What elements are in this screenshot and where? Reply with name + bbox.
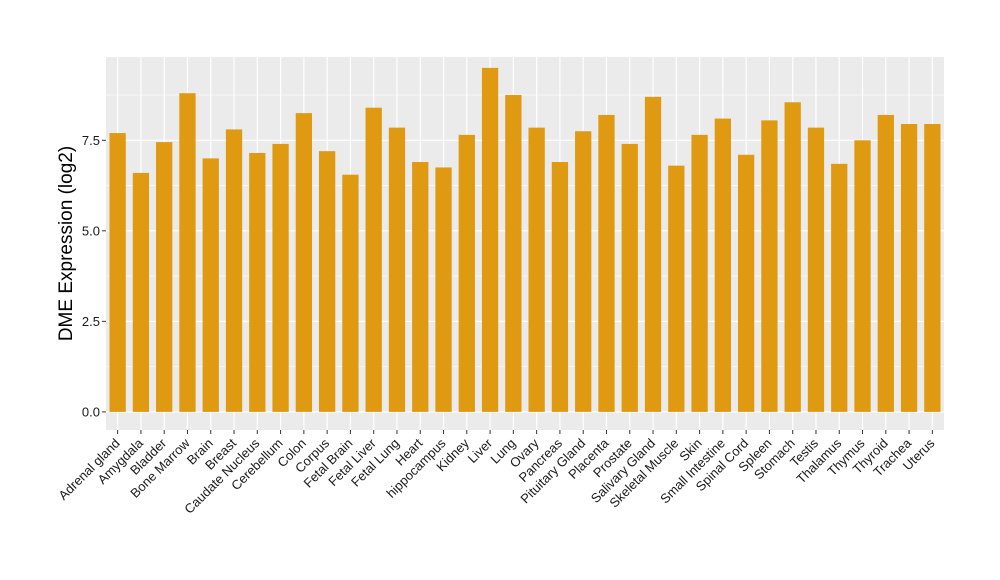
bar [225,129,243,412]
bar [900,123,918,412]
bar [761,120,778,412]
bar [575,131,592,412]
plot-panel [106,57,944,430]
bar [318,151,336,412]
bar [458,134,475,412]
x-tick-label: Liver [465,435,496,466]
bar [272,143,289,412]
y-tick-label: 5.0 [82,223,100,238]
bar [924,123,941,412]
minor-gridlines [106,94,944,367]
bar [854,140,871,412]
bar [644,96,662,412]
bar [551,162,569,412]
bar [784,102,801,412]
bar [621,143,638,412]
bar [249,152,266,412]
bar [737,154,755,412]
bar [365,107,382,412]
bar [807,127,825,412]
bar [412,162,429,412]
bar [202,158,219,412]
bar [388,127,406,412]
bar [132,172,150,412]
bar [877,114,894,412]
bar [668,165,685,412]
bar [714,118,732,412]
bar [295,113,313,412]
bars [109,67,941,412]
bar [342,174,359,412]
bar [481,67,499,412]
bar [831,163,848,412]
bar [528,127,545,412]
bar [598,114,615,412]
bar [505,95,522,412]
bar [435,167,452,412]
y-tick-label: 2.5 [82,314,100,329]
y-axis-title: DME Expression (log2) [56,146,77,341]
bar [179,93,196,412]
y-tick-label: 0.0 [82,404,100,419]
bar [156,142,173,412]
bar [691,134,708,412]
y-tick-label: 7.5 [82,133,100,148]
y-axis: 0.0 2.5 5.0 7.5 [82,133,106,419]
bar [109,133,126,412]
